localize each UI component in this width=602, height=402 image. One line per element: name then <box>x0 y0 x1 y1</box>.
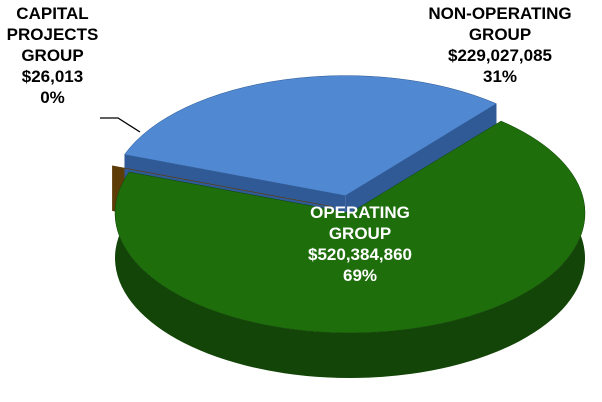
value-label: $520,384,860 <box>308 245 412 264</box>
percent-label: 0% <box>40 88 65 107</box>
percent-label: 31% <box>482 67 518 86</box>
slice <box>124 75 497 196</box>
slice-label: CAPITAL PROJECTS GROUP $26,013 0% <box>0 3 105 108</box>
category-label: NON-OPERATING GROUP <box>428 4 572 44</box>
slice <box>111 165 334 208</box>
category-label: CAPITAL PROJECTS GROUP <box>6 4 99 65</box>
value-label: $26,013 <box>21 67 84 86</box>
slice-label: OPERATING GROUP $520,384,860 69% <box>290 202 430 286</box>
slice-label: NON-OPERATING GROUP $229,027,085 31% <box>405 3 595 87</box>
slice <box>114 120 586 334</box>
category-label: OPERATING GROUP <box>310 203 410 243</box>
value-label: $229,027,085 <box>448 46 552 65</box>
leader-line <box>100 117 141 133</box>
percent-label: 69% <box>342 266 378 285</box>
